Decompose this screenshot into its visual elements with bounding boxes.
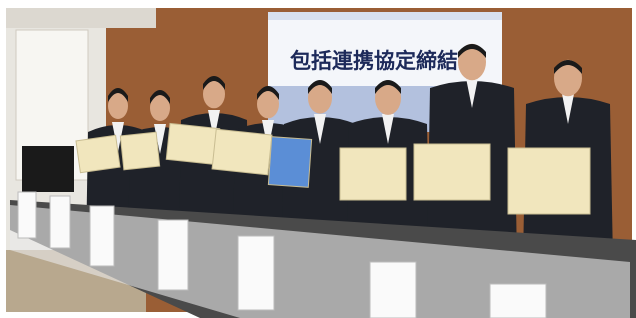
document bbox=[120, 132, 159, 170]
photo: 包括連携協定締結式 bbox=[0, 0, 636, 318]
ceiling bbox=[6, 8, 156, 28]
document bbox=[212, 129, 272, 175]
name-plate bbox=[490, 284, 546, 318]
banner-strip bbox=[268, 12, 502, 20]
name-plate bbox=[238, 236, 274, 310]
document bbox=[508, 148, 590, 214]
name-plate bbox=[50, 196, 70, 248]
name-plate bbox=[370, 262, 416, 318]
banner-title: 包括連携協定締結式 bbox=[290, 49, 479, 73]
name-plate bbox=[158, 220, 188, 290]
document bbox=[414, 144, 490, 200]
name-plate bbox=[18, 192, 36, 238]
page: 包括連携協定締結式 (() => { const data = JSON.par… bbox=[0, 0, 636, 318]
document bbox=[76, 135, 120, 172]
document bbox=[166, 123, 219, 164]
document bbox=[340, 148, 406, 200]
name-plate bbox=[90, 206, 114, 266]
document bbox=[268, 137, 311, 188]
monitor bbox=[22, 146, 74, 192]
